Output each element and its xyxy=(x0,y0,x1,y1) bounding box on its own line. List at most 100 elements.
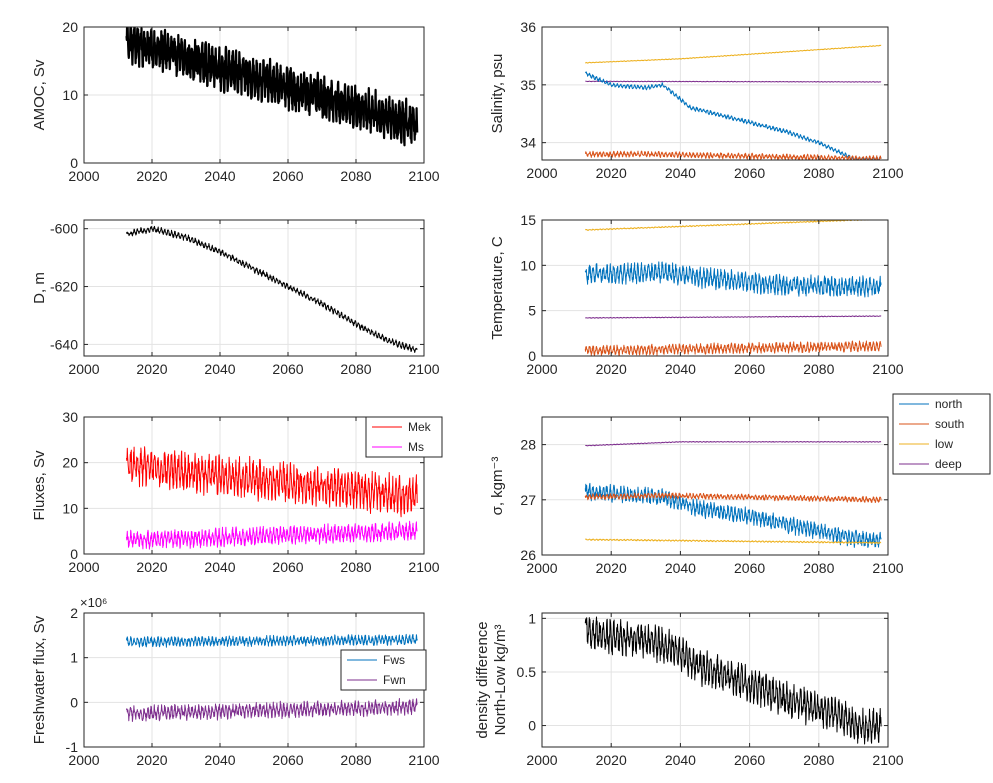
y-tick-label: 27 xyxy=(520,492,536,508)
y-tick-label: 36 xyxy=(520,19,536,35)
y-axis-label-line2: North-Low kg/m³ xyxy=(492,625,509,736)
x-tick-label: 2060 xyxy=(272,168,303,184)
axes-box xyxy=(541,416,889,556)
axes-box xyxy=(541,612,889,748)
series-line-deep xyxy=(585,441,882,447)
x-tick-label: 2040 xyxy=(204,559,235,575)
x-tick-label: 2100 xyxy=(408,559,439,575)
x-tick-label: 2080 xyxy=(803,752,834,768)
y-tick-label: 10 xyxy=(62,87,78,103)
series-line-Mek xyxy=(126,446,418,518)
legend-label-Fwn: Fwn xyxy=(383,673,406,687)
x-tick-label: 2060 xyxy=(272,559,303,575)
x-tick-label: 2040 xyxy=(204,168,235,184)
series-line-south xyxy=(584,492,882,503)
series-line-Ms xyxy=(126,520,418,550)
series-line-2 xyxy=(585,315,882,319)
x-tick-label: 2040 xyxy=(204,361,235,377)
y-tick-label: 35 xyxy=(520,77,536,93)
series-line-2 xyxy=(584,71,882,160)
x-tick-label: 2080 xyxy=(340,752,371,768)
series-line-Fws xyxy=(126,633,418,648)
x-tick-label: 2000 xyxy=(68,752,99,768)
legend-box xyxy=(365,416,443,458)
axes-box xyxy=(83,416,425,555)
series-line-0 xyxy=(125,27,419,147)
x-tick-label: 2040 xyxy=(204,752,235,768)
y-axis-label: density difference xyxy=(474,621,491,738)
y-axis-label: AMOC, Sv xyxy=(31,59,48,130)
y-tick-label: 20 xyxy=(62,455,78,471)
x-tick-label: 2000 xyxy=(68,168,99,184)
x-tick-label: 2060 xyxy=(734,752,765,768)
y-tick-label: 1 xyxy=(70,650,78,666)
y-axis-label: Fluxes, Sv xyxy=(31,450,48,521)
legend-box xyxy=(892,393,991,475)
y-tick-label: 0 xyxy=(70,155,78,171)
x-tick-label: 2080 xyxy=(803,560,834,576)
y-axis-label: Temperature, C xyxy=(489,236,506,340)
x-tick-label: 2020 xyxy=(596,752,627,768)
y-tick-label: 2 xyxy=(70,605,78,621)
series-line-0 xyxy=(585,44,882,64)
legend-label-north: north xyxy=(935,397,962,411)
series-line-3 xyxy=(584,340,882,356)
legend: north south low deep xyxy=(892,393,991,475)
x-tick-label: 2000 xyxy=(526,752,557,768)
x-tick-label: 2040 xyxy=(665,752,696,768)
x-tick-label: 2080 xyxy=(803,165,834,181)
y-tick-label: 15 xyxy=(520,212,536,228)
x-tick-label: 2060 xyxy=(272,752,303,768)
y-tick-label: -640 xyxy=(50,336,78,352)
x-tick-label: 2100 xyxy=(408,752,439,768)
subplot-amoc: 2000 2020 2040 2060 2080 2100 0 10 20 AMOC, Sv xyxy=(31,19,440,184)
plot-area xyxy=(542,27,888,160)
x-tick-label: 2020 xyxy=(136,559,167,575)
series-line-north xyxy=(584,482,882,548)
axes-box xyxy=(541,219,889,357)
y-exponent-label: ×10⁶ xyxy=(80,595,107,610)
x-tick-label: 2020 xyxy=(596,361,627,377)
x-tick-label: 2100 xyxy=(872,165,903,181)
x-tick-label: 2100 xyxy=(872,560,903,576)
subplot-freshwater: 2000 2020 2040 2060 2080 2100 -1 0 1 2 Freshwater … xyxy=(31,595,440,768)
x-tick-label: 2060 xyxy=(734,361,765,377)
y-tick-label: -620 xyxy=(50,279,78,295)
series-line-Fwn xyxy=(126,698,418,722)
x-tick-label: 2020 xyxy=(136,752,167,768)
legend: Fws Fwn xyxy=(340,649,427,691)
series-line-0 xyxy=(126,225,418,353)
y-tick-label: 5 xyxy=(528,303,536,319)
y-tick-label: -600 xyxy=(50,221,78,237)
legend-label-Mek: Mek xyxy=(408,420,432,434)
x-tick-label: 2020 xyxy=(136,361,167,377)
x-tick-label: 2020 xyxy=(136,168,167,184)
legend-label-low: low xyxy=(935,437,953,451)
series-line-0 xyxy=(584,616,882,745)
y-tick-label: -1 xyxy=(66,739,79,755)
x-tick-label: 2100 xyxy=(872,361,903,377)
y-tick-label: 0 xyxy=(70,694,78,710)
y-axis-label: σ, kgm⁻³ xyxy=(489,457,506,516)
subplot-fluxes: 2000 2020 2040 2060 2080 2100 0 10 20 30 Fluxes, S… xyxy=(31,409,443,575)
y-tick-label: 30 xyxy=(62,409,78,425)
y-tick-label: 28 xyxy=(520,437,536,453)
legend: Mek Ms xyxy=(365,416,443,458)
x-tick-label: 2100 xyxy=(872,752,903,768)
legend-label-Fws: Fws xyxy=(383,653,405,667)
series-line-1 xyxy=(585,80,882,83)
y-axis-label: Salinity, psu xyxy=(489,54,506,134)
legend-label-south: south xyxy=(935,417,964,431)
x-tick-label: 2020 xyxy=(596,165,627,181)
y-tick-label: 1 xyxy=(528,610,536,626)
x-tick-label: 2040 xyxy=(665,165,696,181)
axes-box xyxy=(541,26,889,161)
x-tick-label: 2060 xyxy=(272,361,303,377)
y-tick-label: 26 xyxy=(520,547,536,563)
y-tick-label: 34 xyxy=(520,135,536,151)
x-tick-label: 2060 xyxy=(734,560,765,576)
x-tick-label: 2080 xyxy=(340,168,371,184)
legend-label-deep: deep xyxy=(935,457,962,471)
y-tick-label: 0 xyxy=(528,718,536,734)
